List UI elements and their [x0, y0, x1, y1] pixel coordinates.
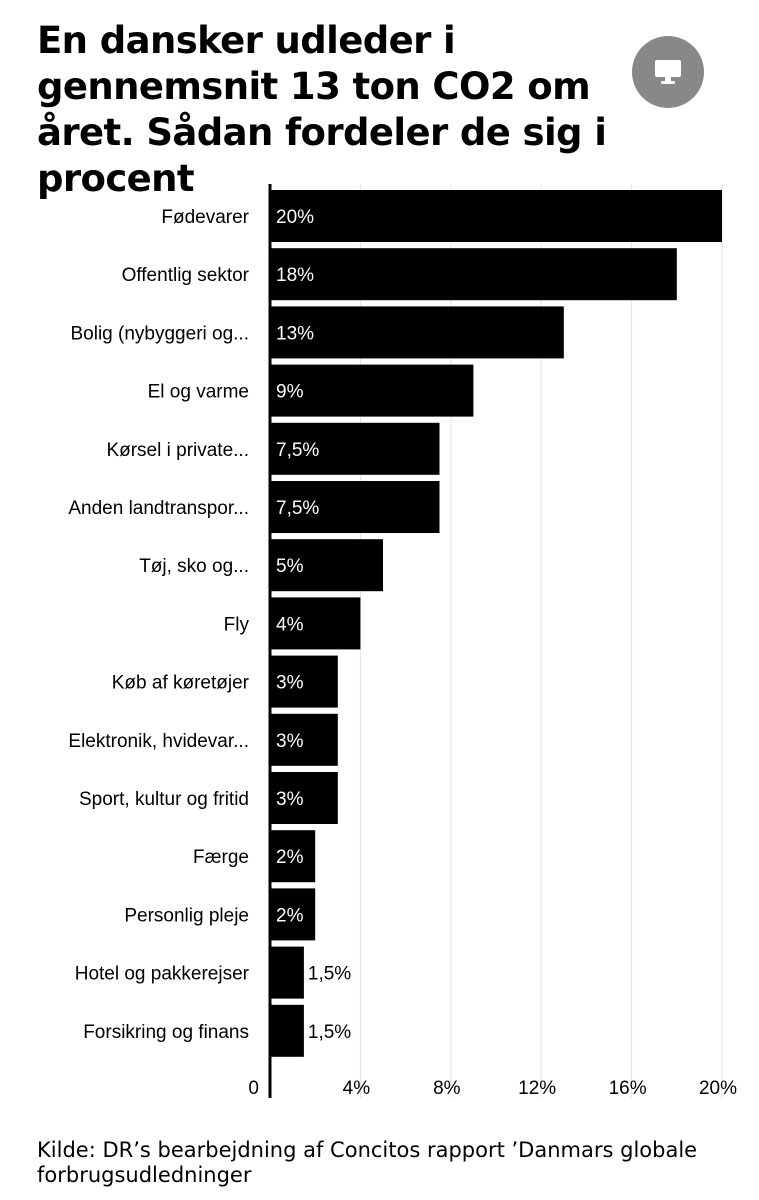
x-tick-label: 16% [609, 1078, 647, 1099]
value-label: 3% [276, 673, 304, 694]
category-label: Fly [224, 614, 250, 635]
bar [270, 772, 338, 824]
bar [270, 306, 564, 359]
x-tick-label: 8% [433, 1078, 461, 1099]
value-label: 9% [276, 382, 304, 403]
category-label: Kørsel i private... [106, 440, 249, 461]
value-label: 7,5% [276, 498, 319, 519]
category-label: Færge [193, 847, 249, 868]
bar [270, 713, 338, 766]
bar [270, 248, 677, 301]
x-tick-label: 4% [343, 1078, 371, 1099]
value-label: 7,5% [276, 440, 319, 461]
x-tick-label: 0 [248, 1078, 259, 1099]
x-tick-label: 20% [699, 1078, 737, 1099]
bar [270, 946, 304, 999]
category-label: Anden landtranspor... [68, 498, 249, 519]
bar [270, 364, 474, 417]
bar-chart: Fødevarer 20% Offentlig sektor 18% Bolig (ny… [68, 184, 737, 1099]
value-label: 13% [276, 323, 314, 344]
category-label: Personlig pleje [124, 905, 249, 926]
value-label: 18% [276, 265, 314, 286]
category-label: El og varme [148, 382, 249, 403]
value-label: 2% [276, 905, 304, 926]
bar [270, 1004, 304, 1057]
category-label: Elektronik, hvidevar... [68, 731, 249, 752]
value-label: 3% [276, 731, 304, 752]
bar [270, 422, 440, 475]
value-label: 4% [276, 614, 304, 635]
bar [270, 597, 361, 650]
monitor-icon [655, 60, 681, 84]
category-label: Offentlig sektor [122, 265, 250, 286]
bar [270, 830, 316, 883]
value-label: 20% [276, 207, 314, 228]
bar [270, 655, 338, 708]
category-label: Forsikring og finans [83, 1022, 249, 1043]
category-label: Køb af køretøjer [112, 673, 250, 694]
source-note: Kilde: DR’s bearbejdning af Concitos rap… [37, 1138, 698, 1187]
bar [270, 481, 440, 533]
bar [270, 888, 316, 941]
value-label: 3% [276, 789, 304, 810]
category-label: Sport, kultur og fritid [79, 789, 249, 810]
bar [270, 539, 383, 592]
category-label: Bolig (nybyggeri og... [71, 323, 250, 344]
value-label: 1,5% [308, 1022, 351, 1043]
value-label: 5% [276, 556, 304, 577]
x-tick-label: 12% [518, 1078, 556, 1099]
value-label: 2% [276, 847, 304, 868]
category-label: Hotel og pakkerejser [75, 964, 250, 985]
screen-mode-button[interactable] [632, 36, 704, 108]
value-label: 1,5% [308, 964, 351, 985]
category-label: Tøj, sko og... [139, 556, 249, 577]
category-label: Fødevarer [161, 207, 249, 228]
bar [270, 190, 722, 242]
chart-title: En dansker udleder i gennemsnit 13 ton C… [37, 19, 607, 200]
